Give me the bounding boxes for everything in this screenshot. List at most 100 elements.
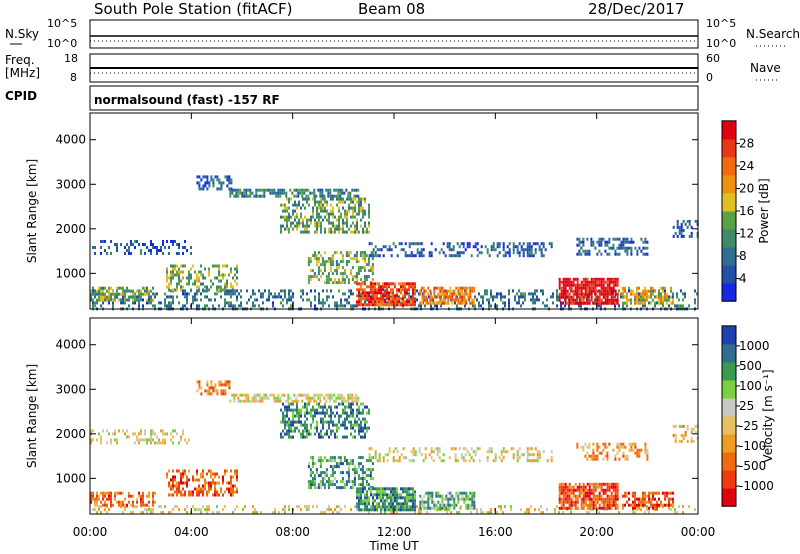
power-cell — [359, 269, 362, 273]
power-cell — [598, 283, 601, 287]
velocity-cell — [392, 499, 394, 503]
velocity-cell — [402, 505, 404, 509]
velocity-cell — [564, 482, 567, 486]
power-cell — [572, 289, 575, 293]
power-cell — [566, 277, 569, 281]
power-cell — [680, 234, 683, 238]
velocity-cell — [470, 456, 473, 460]
velocity-cell — [620, 445, 623, 449]
velocity-cell — [684, 430, 687, 434]
colorbar-swatch — [722, 156, 736, 176]
velocity-cell — [316, 420, 318, 424]
velocity-cell — [600, 482, 603, 486]
velocity-cell — [616, 506, 619, 510]
velocity-cell — [229, 399, 232, 403]
velocity-cell — [614, 454, 617, 458]
velocity-cell — [664, 494, 666, 498]
velocity-cell — [309, 396, 312, 400]
power-cell — [184, 304, 186, 308]
velocity-cell — [606, 500, 609, 504]
power-cell — [148, 298, 150, 302]
power-cell — [396, 297, 398, 301]
power-cell — [576, 237, 579, 241]
power-cell — [368, 215, 370, 219]
velocity-cell — [304, 429, 306, 433]
power-cell — [338, 197, 340, 201]
velocity-cell — [356, 508, 358, 512]
velocity-cell — [634, 506, 636, 510]
power-cell — [371, 269, 374, 273]
velocity-cell — [418, 511, 420, 515]
velocity-cell — [558, 485, 561, 489]
velocity-cell — [502, 450, 505, 454]
power-cell — [443, 295, 446, 299]
velocity-cell — [608, 442, 611, 446]
power-cell — [237, 191, 240, 195]
velocity-cell — [608, 485, 611, 489]
power-cell — [90, 298, 92, 302]
velocity-cell — [96, 494, 98, 498]
power-cell — [128, 249, 130, 252]
velocity-cell — [580, 497, 583, 501]
power-cell — [142, 286, 144, 290]
velocity-cell — [198, 484, 200, 488]
power-cell — [284, 295, 286, 299]
velocity-cell — [608, 497, 611, 501]
power-cell — [382, 300, 384, 304]
velocity-cell — [360, 487, 362, 491]
power-cell — [152, 298, 154, 302]
power-cell — [204, 276, 206, 280]
power-cell — [110, 286, 112, 290]
velocity-cell — [356, 408, 358, 412]
colorbar-tick-label: 16 — [739, 204, 754, 218]
velocity-cell — [233, 393, 236, 397]
power-cell — [204, 295, 206, 299]
y-tick-label: 2000 — [55, 427, 86, 441]
velocity-cell — [152, 503, 154, 507]
velocity-cell — [410, 487, 412, 491]
power-cell — [208, 298, 210, 302]
velocity-cell — [388, 447, 391, 451]
velocity-cell — [457, 491, 460, 495]
velocity-cell — [461, 497, 464, 501]
power-cell — [204, 184, 207, 188]
velocity-cell — [431, 497, 434, 501]
velocity-cell — [419, 494, 422, 498]
power-cell — [644, 298, 646, 302]
power-cell — [630, 237, 633, 241]
velocity-cell — [672, 497, 674, 501]
power-cell — [374, 294, 376, 298]
velocity-cell — [626, 500, 628, 504]
power-cell — [458, 251, 461, 255]
power-cell — [484, 289, 486, 293]
power-cell — [346, 298, 348, 302]
power-cell — [358, 291, 360, 295]
power-cell — [590, 280, 593, 284]
velocity-cell — [564, 506, 567, 510]
power-cell — [146, 301, 148, 305]
power-cell — [580, 286, 583, 290]
velocity-cell — [568, 500, 571, 504]
velocity-cell — [220, 389, 223, 393]
power-cell — [306, 197, 308, 201]
power-cell — [192, 295, 194, 299]
power-cell — [453, 292, 456, 296]
velocity-cell — [436, 447, 439, 451]
velocity-cell — [356, 420, 358, 424]
velocity-cell — [126, 429, 128, 433]
power-cell — [322, 298, 324, 302]
velocity-cell — [425, 506, 428, 510]
power-cell — [662, 301, 664, 305]
velocity-cell — [306, 426, 308, 430]
velocity-cell — [354, 420, 356, 424]
power-cell — [370, 295, 372, 299]
power-cell — [128, 295, 130, 299]
velocity-cell — [112, 432, 114, 436]
power-cell — [329, 263, 332, 267]
velocity-cell — [471, 500, 474, 504]
velocity-cell — [244, 505, 246, 509]
power-cell — [351, 266, 354, 270]
power-cell — [347, 194, 350, 198]
power-cell — [556, 304, 558, 308]
power-cell — [676, 219, 679, 223]
